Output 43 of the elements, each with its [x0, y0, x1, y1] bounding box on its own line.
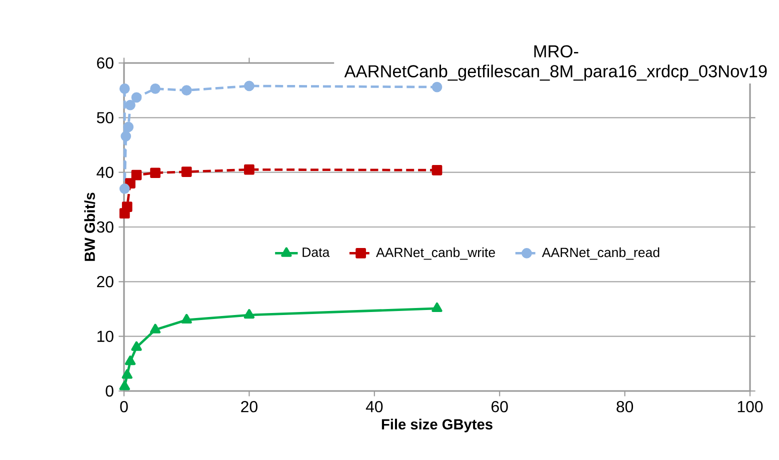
- chart-title: MRO-AARNetCanb_getfilescan_8M_para16_xrdcp_03Nov19: [344, 45, 767, 81]
- point: [119, 184, 130, 194]
- legend-label: Data: [302, 248, 330, 257]
- point: [150, 168, 160, 178]
- point: [123, 122, 134, 132]
- y-tick-label: 10: [97, 330, 114, 342]
- y-tick-label: 20: [97, 276, 114, 288]
- point: [244, 309, 255, 319]
- y-tick-label: 40: [96, 166, 114, 178]
- point: [131, 341, 142, 351]
- point: [181, 85, 192, 96]
- point: [244, 80, 254, 92]
- point: [131, 170, 142, 180]
- point: [150, 324, 161, 334]
- point: [181, 166, 192, 177]
- legend-label: AARNet_canb_read: [542, 247, 660, 260]
- y-tick-label: 60: [97, 57, 114, 69]
- point: [122, 202, 132, 212]
- point: [131, 92, 142, 103]
- point: [181, 314, 192, 324]
- y-tick-label: 0: [106, 385, 114, 397]
- x-tick-label: 60: [492, 401, 508, 412]
- y-tick-label: 50: [96, 112, 114, 124]
- point: [119, 380, 130, 390]
- x-axis-title: File size GBytes: [382, 418, 492, 432]
- x-tick-label: 40: [366, 401, 383, 412]
- point: [432, 302, 442, 312]
- point: [122, 369, 132, 379]
- point: [124, 356, 136, 366]
- y-axis-title: BW Gbit/s: [84, 192, 96, 261]
- legend-label: AARNet_canb_write: [376, 247, 495, 260]
- point: [432, 82, 442, 92]
- x-tick-label: 0: [120, 401, 128, 412]
- point: [150, 84, 160, 94]
- point: [432, 164, 442, 176]
- point: [125, 100, 136, 110]
- y-tick-label: 30: [96, 221, 114, 233]
- point: [119, 84, 130, 94]
- point: [120, 131, 132, 142]
- point: [244, 164, 254, 175]
- x-tick-label: 100: [738, 401, 763, 412]
- x-tick-label: 80: [616, 401, 634, 412]
- x-tick-label: 20: [241, 401, 258, 412]
